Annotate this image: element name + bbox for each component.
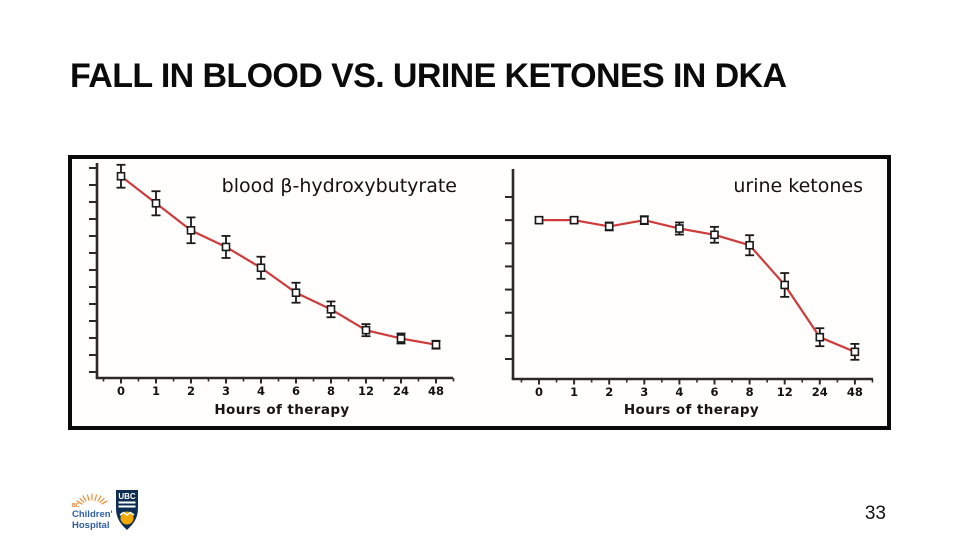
x-tick-label: 4 (257, 384, 265, 398)
bcch-logo-bc-text: BC (72, 503, 80, 509)
x-tick-label: 3 (222, 384, 230, 398)
x-tick-label: 12 (358, 384, 374, 398)
bc-childrens-hospital-logo: BC Children's Hospital (72, 493, 112, 531)
x-tick-label: 0 (117, 384, 125, 398)
series-line (539, 219, 856, 353)
x-tick-label: 1 (570, 385, 578, 399)
bcch-logo-hospital-text: Hospital (72, 520, 109, 531)
data-point-marker (396, 334, 406, 343)
data-point-marker (534, 215, 544, 225)
chart-plot-svg: 0 1 2 3 4 6 8 12 24 48 (89, 163, 455, 398)
ubc-logo-text: UBC (118, 492, 136, 501)
footer-logos: BC Children's Hospital UBC (64, 488, 144, 534)
data-point-marker (431, 340, 441, 350)
data-point-marker (569, 215, 579, 225)
chart-blood-bhb: 0 1 2 3 4 6 8 12 24 48 blood β-hydroxybutyrate Ho… (72, 159, 492, 426)
x-tick-label: 6 (710, 385, 718, 399)
x-tick-label: 2 (605, 385, 613, 399)
data-point-marker (221, 242, 231, 252)
x-tick-label: 4 (675, 385, 683, 399)
data-point-marker (780, 280, 790, 290)
page-number: 33 (864, 503, 886, 524)
data-point-marker (291, 288, 301, 298)
x-tick-label: 8 (746, 385, 754, 399)
data-point-marker (116, 171, 126, 181)
x-tick-label: 8 (327, 384, 335, 398)
chart-urine-ketones-label: urine ketones (733, 175, 863, 197)
data-point-marker (815, 332, 825, 342)
bcch-logo-childrens-text: Children's (72, 509, 112, 520)
x-tick-label: 6 (292, 384, 300, 398)
data-point-marker (361, 325, 371, 335)
data-point-marker (640, 215, 649, 225)
x-tick-label: 24 (812, 385, 828, 399)
x-tick-label: 0 (535, 385, 543, 399)
chart-plot-svg: 0 1 2 3 4 6 8 12 24 48 (505, 169, 874, 399)
x-tick-label: 12 (777, 385, 793, 399)
data-point-marker (745, 240, 754, 250)
x-tick-label: 1 (152, 384, 160, 398)
chart-blood-bhb-label: blood β-hydroxybutyrate (221, 175, 457, 197)
x-tick-label: 48 (847, 385, 863, 399)
x-tick-label: 3 (640, 385, 648, 399)
charts-panel: 0 1 2 3 4 6 8 12 24 48 blood β-hydroxybutyrate Ho… (68, 155, 891, 430)
data-point-marker (710, 230, 719, 240)
x-tick-label: 48 (428, 384, 444, 398)
series-line (120, 175, 437, 346)
data-point-marker (675, 224, 684, 233)
data-point-marker (604, 222, 614, 231)
x-tick-label: 24 (393, 384, 409, 398)
data-point-marker (256, 263, 266, 273)
data-point-marker (850, 347, 860, 357)
chart-urine-ketones-xaxis-title: Hours of therapy (623, 402, 760, 418)
chart-urine-ketones: 0 1 2 3 4 6 8 12 24 48 urine ketones Hours of the… (496, 159, 887, 426)
x-tick-label: 2 (187, 384, 195, 398)
ubc-logo: UBC (116, 490, 138, 530)
data-point-marker (151, 198, 161, 208)
data-point-marker (186, 226, 196, 235)
slide-title: FALL IN BLOOD VS. URINE KETONES IN DKA (70, 57, 787, 95)
chart-blood-bhb-xaxis-title: Hours of therapy (214, 402, 350, 418)
data-point-marker (326, 305, 336, 314)
